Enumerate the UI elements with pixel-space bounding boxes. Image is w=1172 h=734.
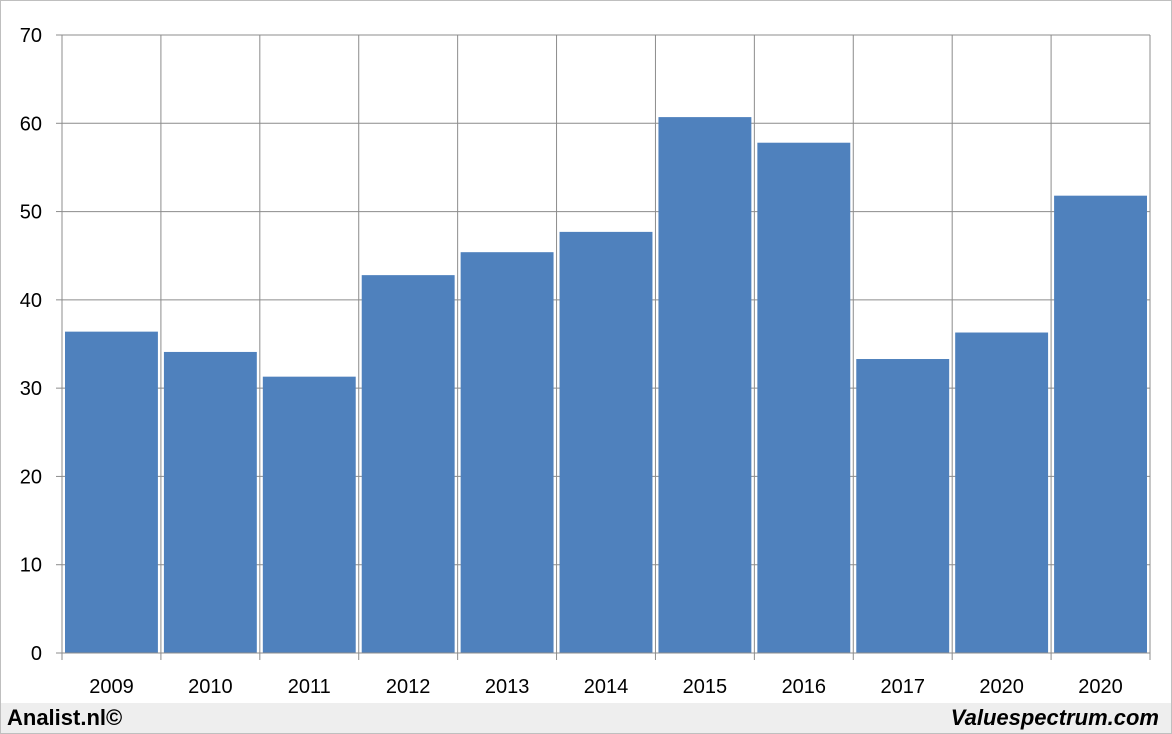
x-tick-label: 2010 [188, 676, 233, 698]
x-tick-label: 2012 [386, 676, 431, 698]
y-tick-label: 50 [20, 202, 42, 224]
bar-2011-2 [262, 376, 356, 653]
bars [65, 117, 1147, 654]
valuespectrum-brand: Valuespectrum.com [950, 705, 1159, 730]
x-tick-label: 2013 [485, 676, 530, 698]
y-tick-label: 60 [20, 113, 42, 135]
x-tick-label: 2020 [1078, 676, 1123, 698]
bar-2020-9 [955, 332, 1049, 653]
y-tick-label: 70 [20, 25, 42, 47]
bar-2009-0 [65, 331, 158, 653]
y-tick-label: 40 [20, 290, 42, 312]
analist-brand: Analist.nl© [7, 705, 123, 730]
bar-chart: 0 10 20 30 40 50 60 70 2009 2010 2011 2012 2013 2014 2… [20, 25, 1151, 698]
bar-2015-6 [658, 117, 752, 653]
footer-bar: Analist.nl© Valuespectrum.com [1, 703, 1171, 733]
bar-2012-3 [361, 275, 455, 653]
bar-2017-8 [856, 359, 950, 653]
y-tick-label: 10 [20, 555, 42, 577]
x-tick-label: 2017 [880, 676, 925, 698]
x-tick-label: 2020 [979, 676, 1024, 698]
x-tick-label: 2016 [782, 676, 827, 698]
bar-2013-4 [460, 252, 554, 653]
y-tick-label: 20 [20, 466, 42, 488]
y-tick-label: 0 [31, 643, 42, 665]
axes [56, 34, 1151, 660]
bar-2016-7 [757, 142, 851, 654]
bar-2020-10 [1054, 195, 1147, 653]
x-tick-label: 2011 [288, 676, 331, 698]
y-tick-label: 30 [20, 378, 42, 400]
tick-labels: 0 10 20 30 40 50 60 70 2009 2010 2011 2012 2013 2014 2… [20, 25, 1123, 698]
x-tick-label: 2014 [584, 676, 629, 698]
x-tick-label: 2009 [89, 676, 134, 698]
x-tick-label: 2015 [683, 676, 728, 698]
gridlines [61, 34, 1151, 653]
bar-2010-1 [163, 351, 257, 653]
bar-2014-5 [559, 231, 653, 653]
